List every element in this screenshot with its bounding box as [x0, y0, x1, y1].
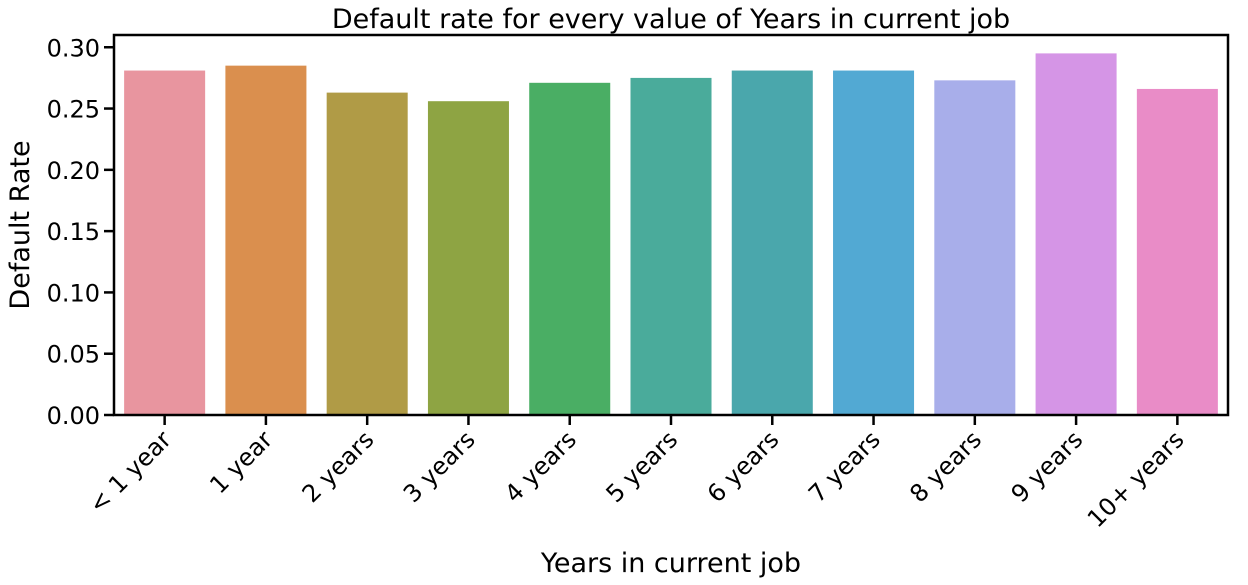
y-tick-label: 0.20	[47, 157, 100, 185]
y-axis-label: Default Rate	[5, 140, 36, 309]
bars-group	[124, 53, 1218, 416]
bar	[731, 70, 813, 415]
x-axis: < 1 year 1 year 2 years 3 years 4 years 5 yea…	[83, 415, 1190, 533]
x-tick-label: 1 year	[204, 425, 278, 499]
y-axis: 0.00 0.05 0.10 0.15 0.20 0.25 0.30	[47, 34, 114, 430]
x-tick-label: 5 years	[601, 425, 684, 508]
bar	[833, 70, 915, 415]
bar	[1035, 53, 1117, 416]
x-tick-label: 4 years	[499, 425, 582, 508]
bar	[326, 92, 408, 415]
y-tick-label: 0.05	[47, 341, 100, 369]
y-tick-label: 0.15	[47, 218, 100, 246]
bar	[1136, 88, 1218, 415]
bar	[124, 70, 206, 415]
bar	[529, 82, 611, 415]
plot-frame	[112, 33, 1230, 417]
bar	[427, 101, 509, 416]
x-tick-label: 2 years	[297, 425, 380, 508]
x-tick-label: 8 years	[904, 425, 987, 508]
y-tick-label: 0.30	[47, 34, 100, 62]
x-tick-label: 9 years	[1006, 425, 1089, 508]
x-tick-label: 10+ years	[1082, 425, 1190, 533]
x-tick-label: < 1 year	[83, 425, 177, 519]
x-axis-label: Years in current job	[540, 548, 801, 579]
x-tick-label: 7 years	[803, 425, 886, 508]
bar	[934, 80, 1016, 416]
x-tick-label: 3 years	[398, 425, 481, 508]
x-tick-label: 6 years	[702, 425, 785, 508]
bar	[225, 65, 307, 415]
bar	[630, 77, 712, 415]
y-tick-label: 0.25	[47, 96, 100, 124]
chart-title: Default rate for every value of Years in…	[332, 4, 1010, 35]
y-tick-label: 0.00	[47, 402, 100, 430]
y-tick-label: 0.10	[47, 279, 100, 307]
